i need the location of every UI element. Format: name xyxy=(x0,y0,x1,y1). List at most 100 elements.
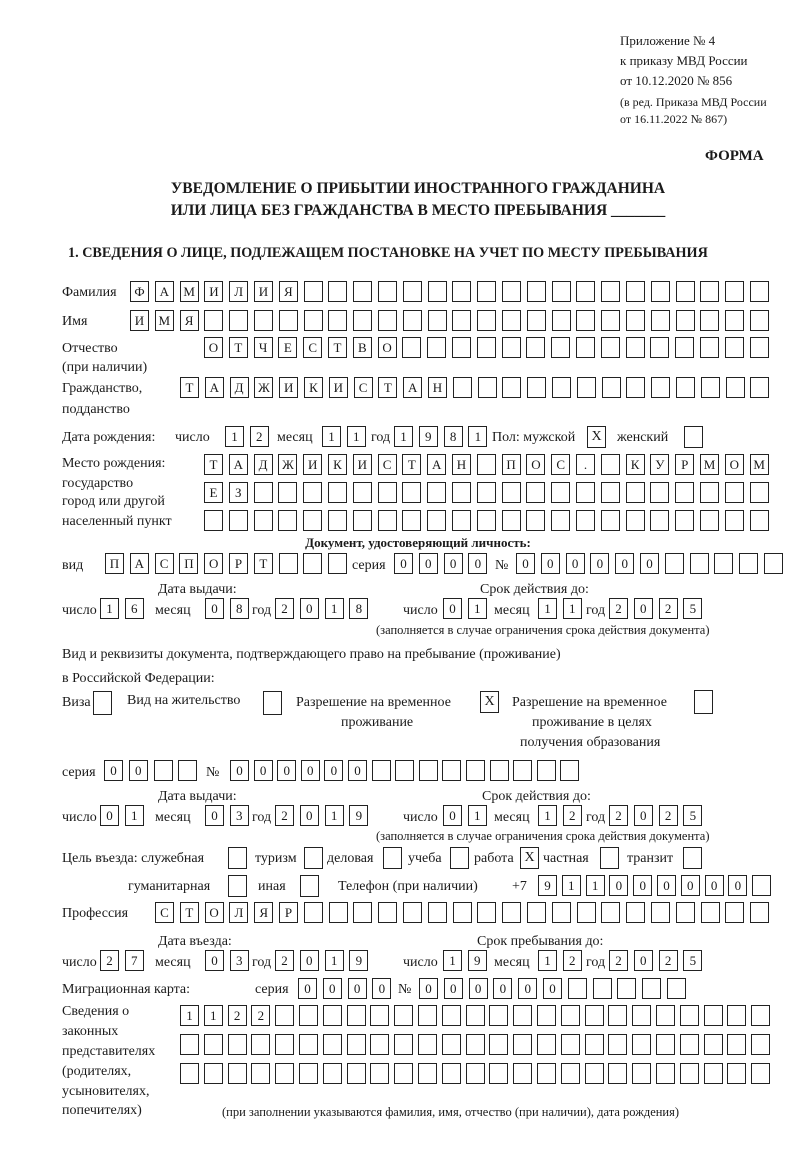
char-box[interactable] xyxy=(476,454,496,475)
char-box[interactable] xyxy=(303,553,323,574)
char-box[interactable]: 0 xyxy=(633,805,653,826)
char-box[interactable]: 3 xyxy=(229,950,249,971)
char-box[interactable]: 0 xyxy=(609,875,629,896)
char-box[interactable] xyxy=(656,1005,675,1026)
char-box[interactable] xyxy=(489,760,509,781)
char-box[interactable] xyxy=(513,1034,533,1055)
char-box[interactable]: 1 xyxy=(443,950,462,971)
char-box[interactable]: 0 xyxy=(680,875,700,896)
char-box[interactable] xyxy=(750,902,770,923)
char-box[interactable]: Я xyxy=(278,281,298,302)
char-box[interactable] xyxy=(378,310,397,331)
char-box[interactable] xyxy=(551,902,571,923)
char-box[interactable] xyxy=(402,281,422,302)
char-box[interactable]: О xyxy=(377,337,397,358)
char-box[interactable]: И xyxy=(130,310,149,331)
char-box[interactable] xyxy=(576,902,596,923)
char-box[interactable]: 8 xyxy=(229,598,249,619)
char-box[interactable] xyxy=(600,454,620,475)
char-box[interactable]: 1 xyxy=(180,1005,199,1026)
char-box[interactable] xyxy=(452,377,472,398)
char-box[interactable] xyxy=(441,1034,461,1055)
char-box[interactable] xyxy=(180,1063,199,1084)
char-box[interactable]: К xyxy=(304,377,323,398)
char-box[interactable] xyxy=(299,1005,318,1026)
char-box[interactable] xyxy=(477,310,497,331)
char-box[interactable]: М xyxy=(749,454,769,475)
char-box[interactable] xyxy=(526,482,546,503)
char-box[interactable]: С xyxy=(551,454,571,475)
char-box[interactable]: Р xyxy=(675,454,695,475)
char-box[interactable] xyxy=(476,482,496,503)
char-box[interactable] xyxy=(601,281,621,302)
char-box[interactable] xyxy=(303,482,323,503)
char-box[interactable] xyxy=(278,310,298,331)
char-box[interactable] xyxy=(253,510,273,531)
char-box[interactable] xyxy=(427,510,447,531)
char-box[interactable] xyxy=(537,1034,556,1055)
char-box[interactable] xyxy=(377,482,397,503)
char-box[interactable]: А xyxy=(154,281,174,302)
char-box[interactable]: 5 xyxy=(683,598,703,619)
char-box[interactable] xyxy=(526,281,546,302)
char-box[interactable] xyxy=(394,1063,414,1084)
char-box[interactable]: 0 xyxy=(299,805,319,826)
char-box[interactable]: Л xyxy=(229,902,249,923)
sex-female-checkbox[interactable] xyxy=(684,426,703,448)
char-box[interactable]: П xyxy=(501,454,521,475)
char-box[interactable]: В xyxy=(352,337,372,358)
char-box[interactable]: 1 xyxy=(324,950,344,971)
char-box[interactable] xyxy=(650,337,670,358)
char-box[interactable]: 9 xyxy=(467,950,487,971)
char-box[interactable]: О xyxy=(526,454,546,475)
char-box[interactable]: М xyxy=(700,454,719,475)
char-box[interactable]: 9 xyxy=(538,875,557,896)
char-box[interactable] xyxy=(346,1034,366,1055)
char-box[interactable] xyxy=(275,1063,295,1084)
char-box[interactable] xyxy=(441,1063,461,1084)
char-box[interactable] xyxy=(752,875,772,896)
char-box[interactable]: Т xyxy=(328,337,347,358)
char-box[interactable] xyxy=(427,482,447,503)
char-box[interactable]: П xyxy=(179,553,199,574)
residence-checkbox[interactable] xyxy=(263,691,282,715)
char-box[interactable]: 1 xyxy=(538,598,557,619)
char-box[interactable]: М xyxy=(154,310,174,331)
char-box[interactable]: М xyxy=(179,281,199,302)
char-box[interactable]: К xyxy=(625,454,645,475)
char-box[interactable] xyxy=(700,337,719,358)
char-box[interactable] xyxy=(725,281,745,302)
char-box[interactable]: И xyxy=(328,377,348,398)
char-box[interactable] xyxy=(322,1005,342,1026)
char-box[interactable] xyxy=(703,1034,723,1055)
char-box[interactable] xyxy=(402,510,422,531)
char-box[interactable] xyxy=(724,482,744,503)
char-box[interactable] xyxy=(328,902,348,923)
char-box[interactable] xyxy=(377,510,397,531)
char-box[interactable]: 0 xyxy=(230,760,249,781)
char-box[interactable] xyxy=(227,1063,247,1084)
char-box[interactable]: 0 xyxy=(615,553,635,574)
char-box[interactable] xyxy=(664,553,684,574)
char-box[interactable] xyxy=(203,1063,223,1084)
char-box[interactable] xyxy=(328,310,348,331)
char-box[interactable]: И xyxy=(204,281,224,302)
char-box[interactable] xyxy=(322,1034,342,1055)
char-box[interactable] xyxy=(465,1034,485,1055)
visa-checkbox[interactable] xyxy=(93,691,112,715)
char-box[interactable] xyxy=(153,760,173,781)
char-box[interactable]: 0 xyxy=(322,978,342,999)
char-box[interactable] xyxy=(650,510,670,531)
char-box[interactable] xyxy=(626,310,645,331)
char-box[interactable]: 0 xyxy=(633,950,653,971)
char-box[interactable] xyxy=(750,281,769,302)
char-box[interactable] xyxy=(584,1034,604,1055)
char-box[interactable] xyxy=(352,482,372,503)
char-box[interactable] xyxy=(251,1063,271,1084)
char-box[interactable] xyxy=(502,902,522,923)
char-box[interactable]: 1 xyxy=(538,805,557,826)
char-box[interactable] xyxy=(253,482,273,503)
char-box[interactable]: О xyxy=(204,337,223,358)
char-box[interactable]: 0 xyxy=(493,978,513,999)
char-box[interactable] xyxy=(632,1034,652,1055)
